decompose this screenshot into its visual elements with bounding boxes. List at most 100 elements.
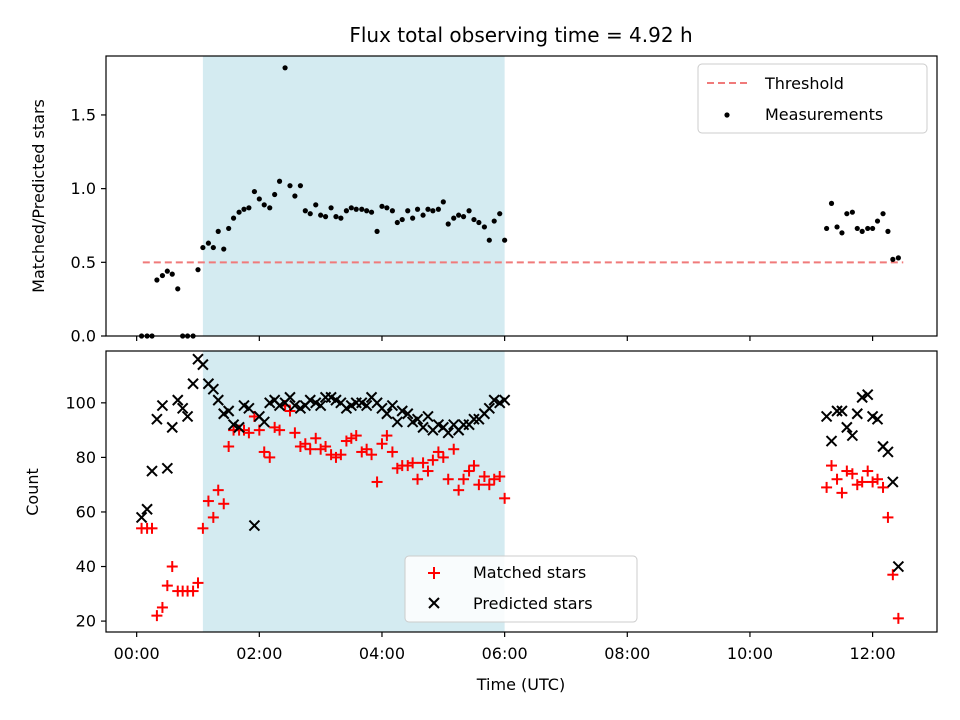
predicted-star-point (181, 410, 194, 423)
measurement-point (844, 211, 850, 217)
measurement-point (486, 237, 492, 243)
measurement-point (481, 224, 487, 230)
measurement-point (839, 230, 845, 236)
matched-star-point (463, 465, 475, 477)
x-tick-label: 00:00 (114, 644, 160, 663)
measurement-point (276, 178, 283, 184)
measurement-point (824, 225, 830, 232)
matched-star-point (243, 427, 255, 439)
x-tick-label: 04:00 (359, 644, 405, 663)
matched-star-point (432, 446, 444, 458)
predicted-star-point (396, 405, 408, 417)
predicted-star-point (402, 408, 414, 420)
measurement-points (138, 65, 901, 339)
legend-predicted-label: Predicted stars (473, 594, 593, 613)
measurement-point (460, 214, 467, 220)
predicted-star-point (227, 418, 240, 431)
matched-star-point (867, 476, 879, 488)
predicted-star-point (887, 476, 899, 488)
matched-star-point (412, 473, 424, 485)
measurement-point (164, 268, 170, 274)
measurement-point (414, 206, 421, 212)
predicted-star-point (166, 421, 178, 434)
predicted-star-point (498, 394, 511, 406)
shaded-observing-interval (202, 56, 505, 336)
predicted-star-point (197, 358, 209, 371)
top-x-ticks (136, 336, 874, 341)
matched-star-point (458, 473, 470, 485)
measurement-point (430, 208, 436, 214)
top-y-axis-label: Matched/Predicted stars (29, 99, 48, 293)
bottom-legend: Matched stars Predicted stars (404, 555, 638, 623)
predicted-star-point (141, 503, 153, 515)
matched-star-point (887, 569, 899, 581)
predicted-star-point (151, 413, 163, 425)
matched-star-point (207, 511, 219, 523)
measurement-point (292, 193, 298, 199)
y-tick-label: 80 (76, 448, 96, 467)
top-y-ticks: 0.0 0.5 1.0 1.5 (71, 105, 106, 346)
measurement-point (374, 228, 380, 234)
matched-star-point (826, 460, 838, 472)
measurement-point (236, 209, 242, 215)
matched-star-point (417, 457, 429, 469)
predicted-star-point (243, 402, 255, 414)
predicted-star-point (360, 399, 373, 412)
y-tick-label: 0.5 (71, 253, 96, 272)
measurement-point (205, 240, 212, 246)
measurement-point (476, 219, 482, 226)
measurement-point (261, 202, 267, 208)
x-tick-label: 02:00 (236, 644, 282, 663)
predicted-star-point (831, 405, 843, 417)
measurement-point (870, 225, 876, 232)
measurement-point (859, 228, 865, 234)
matched-star-point (161, 580, 173, 592)
measurement-point (313, 202, 319, 208)
x-tick-label: 08:00 (604, 644, 650, 663)
predicted-star-point (386, 399, 399, 412)
y-tick-label: 40 (76, 557, 96, 576)
top-axes-frame (105, 55, 938, 337)
y-tick-label: 60 (76, 502, 96, 521)
predicted-star-point (417, 421, 429, 434)
measurement-point (359, 206, 365, 212)
predicted-star-point (836, 405, 848, 417)
measurement-point (256, 196, 262, 202)
bottom-y-axis-label: Count (23, 468, 42, 516)
predicted-star-point (304, 394, 316, 406)
top-legend-box (697, 63, 928, 134)
x-axis-label: Time (UTC) (476, 675, 565, 694)
measurement-point (410, 215, 416, 221)
matched-star-point (264, 451, 276, 463)
measurement-point (854, 225, 860, 232)
predicted-star-point (846, 429, 859, 442)
measurement-point (399, 216, 405, 223)
measurement-point (169, 271, 175, 277)
bottom-legend-box (404, 555, 638, 623)
matched-star-point (877, 481, 889, 493)
measurement-point (200, 244, 206, 251)
predicted-star-point (207, 383, 220, 395)
predicted-star-point (248, 519, 261, 532)
predicted-star-point (156, 399, 169, 412)
matched-star-point (376, 438, 388, 450)
matched-star-point (151, 610, 163, 622)
matched-star-point (320, 440, 332, 452)
matched-star-point (212, 484, 224, 496)
predicted-star-point (176, 402, 189, 414)
matched-star-point (478, 470, 490, 482)
matched-star-point (371, 476, 383, 488)
measurement-point (348, 205, 354, 211)
predicted-star-point (468, 413, 480, 425)
y-tick-label: 0.0 (71, 327, 96, 346)
measurement-point (497, 211, 503, 217)
measurement-point (343, 208, 350, 214)
measurement-point (865, 225, 871, 232)
predicted-star-point (233, 421, 245, 434)
predicted-star-point (289, 399, 301, 412)
matched-star-point (851, 479, 863, 491)
predicted-star-point (381, 408, 393, 420)
matched-star-point (872, 473, 884, 485)
measurement-point (328, 205, 334, 211)
measurement-point (466, 208, 472, 214)
